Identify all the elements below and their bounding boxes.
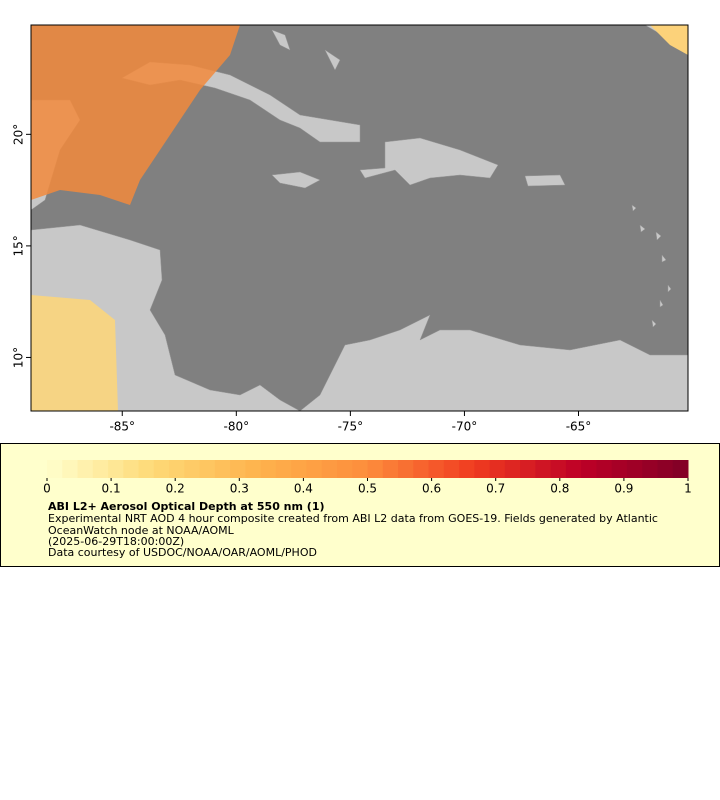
x-tick-label: -75° xyxy=(338,420,364,434)
colorbar-cell xyxy=(626,460,643,478)
colorbar-tick-label: 0.4 xyxy=(294,482,313,496)
colorbar-cell xyxy=(504,460,521,478)
colorbar-cell xyxy=(275,460,292,478)
colorbar-tick-label: 0.2 xyxy=(166,482,185,496)
colorbar-cell xyxy=(214,460,231,478)
colorbar-cell xyxy=(382,460,399,478)
axes: -85° -80° -75° -70° -65° 10° 15° 20° xyxy=(12,124,592,434)
colorbar-cell xyxy=(245,460,262,478)
colorbar-cell xyxy=(62,460,79,478)
colorbar-tick-label: 0.1 xyxy=(102,482,121,496)
colorbar-cell xyxy=(428,460,445,478)
lesser-antilles xyxy=(631,204,672,328)
legend-description: Experimental NRT AOD 4 hour composite cr… xyxy=(48,512,658,537)
colorbar-cell xyxy=(306,460,323,478)
colorbar-cell xyxy=(550,460,567,478)
colorbar-tick-label: 0.9 xyxy=(614,482,633,496)
colorbar: 0 0.1 0.2 0.3 0.4 0.5 0.6 0.7 0.8 0.9 1 xyxy=(43,460,692,496)
colorbar-cell xyxy=(367,460,384,478)
colorbar-cell xyxy=(672,460,689,478)
colorbar-cell xyxy=(535,460,552,478)
colorbar-cell xyxy=(657,460,674,478)
colorbar-cell xyxy=(489,460,506,478)
colorbar-cell xyxy=(459,460,475,478)
colorbar-cell xyxy=(184,460,201,478)
colorbar-cell xyxy=(169,460,185,478)
colorbar-cell xyxy=(336,460,353,478)
colorbar-cell xyxy=(443,460,460,478)
aerosol-east xyxy=(650,25,688,55)
south-america xyxy=(299,314,689,412)
colorbar-tick-label: 0.6 xyxy=(422,482,441,496)
colorbar-cell xyxy=(520,460,536,478)
colorbar-cell xyxy=(47,460,63,478)
colorbar-cell xyxy=(642,460,658,478)
colorbar-cell xyxy=(581,460,597,478)
colorbar-tick-label: 0.8 xyxy=(550,482,569,496)
x-tick-label: -80° xyxy=(224,420,250,434)
colorbar-cell xyxy=(291,460,307,478)
colorbar-cell xyxy=(398,460,414,478)
legend-title: ABI L2+ Aerosol Optical Depth at 550 nm … xyxy=(48,500,325,513)
aerosol-north xyxy=(31,25,240,205)
legend-time: (2025-06-29T18:00:00Z) xyxy=(48,535,185,548)
legend-credit: Data courtesy of USDOC/NOAA/OAR/AOML/PHO… xyxy=(48,546,317,559)
colorbar-tick-label: 1 xyxy=(684,482,692,496)
colorbar-cell xyxy=(611,460,628,478)
colorbar-cell xyxy=(260,460,277,478)
x-tick-label: -85° xyxy=(109,420,135,434)
colorbar-tick-label: 0.7 xyxy=(486,482,505,496)
colorbar-cell xyxy=(413,460,430,478)
colorbar-cell xyxy=(474,460,491,478)
colorbar-cell xyxy=(352,460,368,478)
colorbar-cell xyxy=(596,460,613,478)
y-tick-label: 15° xyxy=(12,235,26,256)
x-tick-label: -70° xyxy=(452,420,478,434)
colorbar-tick-label: 0.5 xyxy=(358,482,377,496)
colorbar-tick-label: 0.3 xyxy=(230,482,249,496)
x-tick-label: -65° xyxy=(566,420,592,434)
map-frame xyxy=(30,24,689,412)
colorbar-tick-label: 0 xyxy=(43,482,51,496)
colorbar-cell xyxy=(153,460,170,478)
colorbar-cell xyxy=(199,460,216,478)
colorbar-cell xyxy=(77,460,94,478)
colorbar-cell xyxy=(230,460,246,478)
map xyxy=(30,24,689,412)
colorbar-cell xyxy=(108,460,124,478)
puerto-rico xyxy=(524,174,566,187)
aerosol-south xyxy=(31,295,118,411)
colorbar-cell xyxy=(565,460,582,478)
colorbar-cell xyxy=(321,460,338,478)
y-tick-label: 20° xyxy=(12,124,26,145)
y-tick-label: 10° xyxy=(12,347,26,368)
hispaniola xyxy=(359,137,499,186)
colorbar-cell xyxy=(123,460,140,478)
jamaica xyxy=(271,171,321,189)
colorbar-cell xyxy=(92,460,109,478)
colorbar-cell xyxy=(138,460,155,478)
